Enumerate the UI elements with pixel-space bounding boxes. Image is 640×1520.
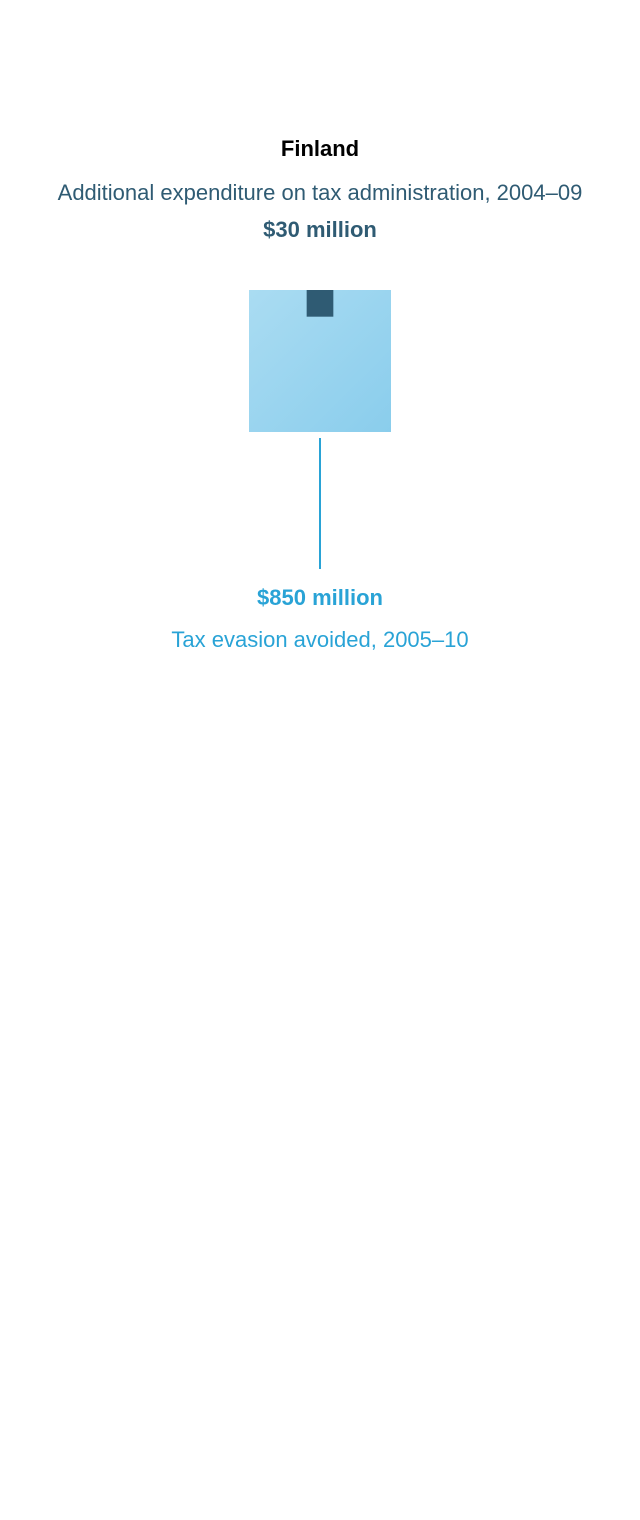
expenditure-square <box>306 290 334 317</box>
expenditure-value-label: $30 million <box>263 217 377 242</box>
chart-title: Finland <box>280 136 360 161</box>
expenditure-label: Additional expenditure on tax administra… <box>57 180 583 205</box>
evasion-value-label: $850 million <box>257 585 383 610</box>
evasion-label: Tax evasion avoided, 2005–10 <box>171 627 469 652</box>
